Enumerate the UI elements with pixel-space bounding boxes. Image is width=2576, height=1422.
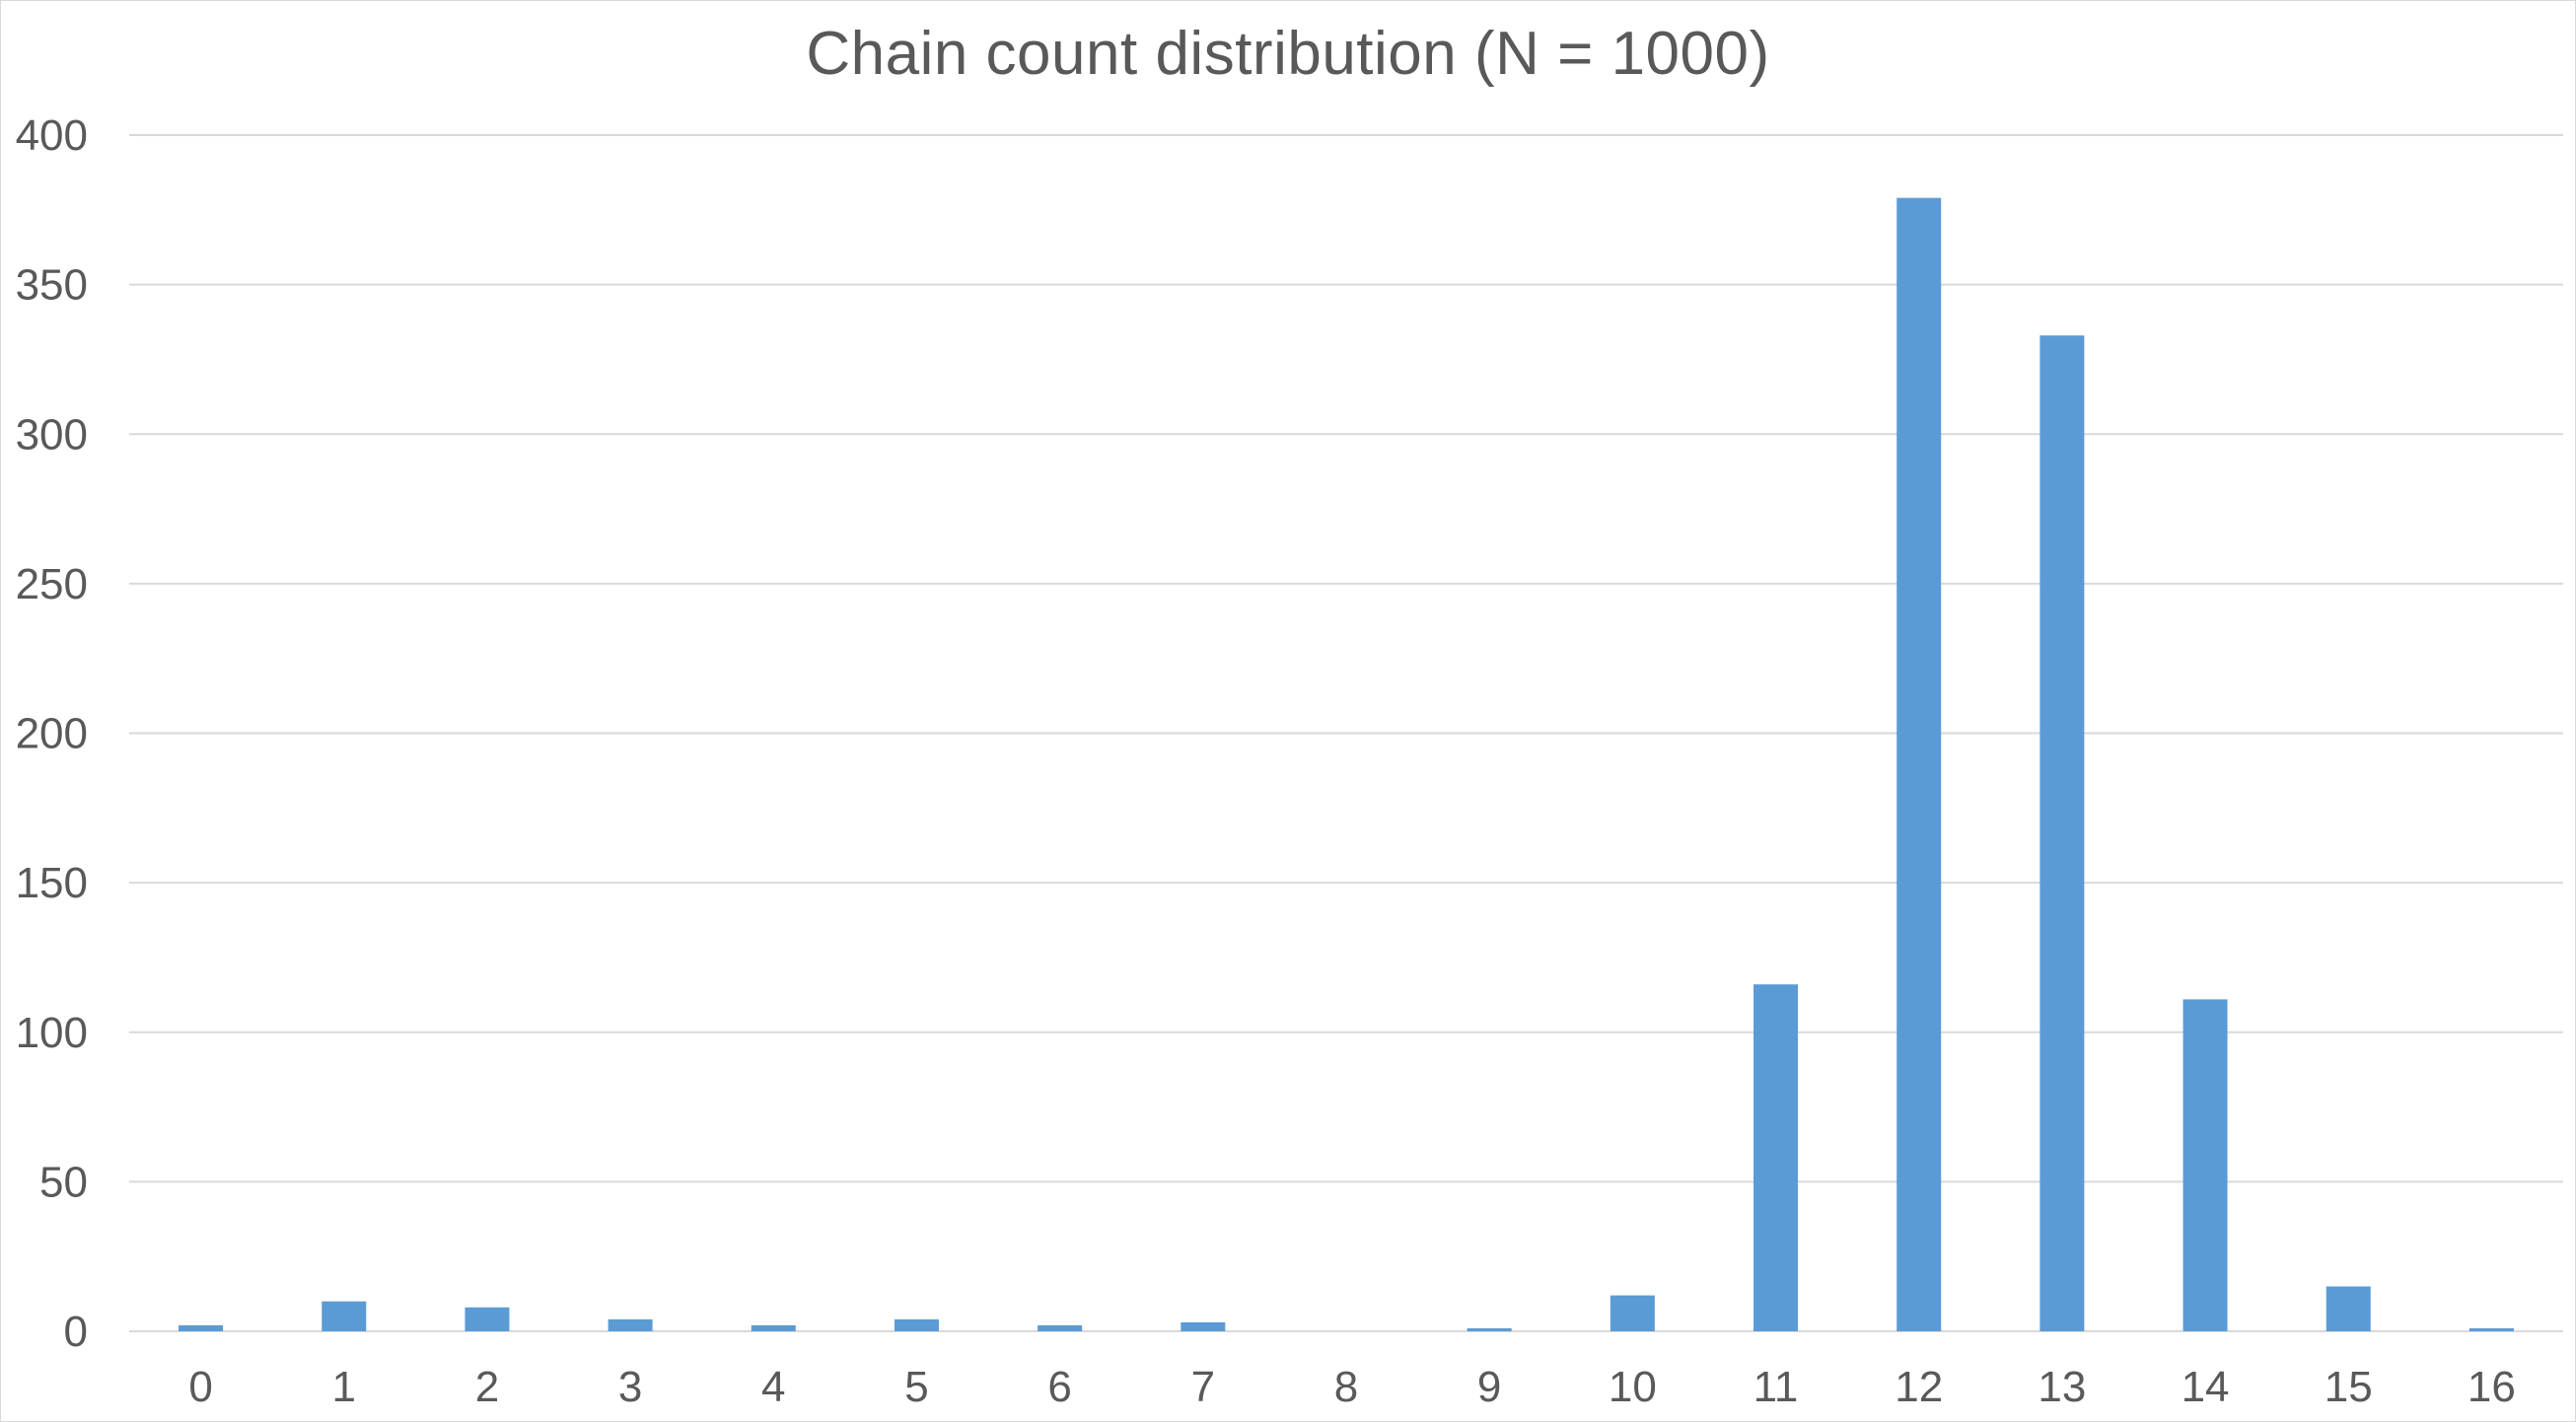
x-tick-label: 2 <box>475 1363 499 1411</box>
bar <box>1753 984 1799 1331</box>
y-tick-label: 300 <box>16 410 88 459</box>
x-tick-label: 8 <box>1334 1363 1358 1411</box>
chart-title: Chain count distribution (N = 1000) <box>806 20 1770 88</box>
x-tick-label: 15 <box>2325 1363 2373 1411</box>
gridlines <box>129 134 2563 1183</box>
y-tick-label: 400 <box>16 111 88 160</box>
x-tick-labels: 0 1 2 3 4 5 6 7 8 9 10 11 12 13 14 15 16 <box>188 1363 2516 1411</box>
bar <box>179 1324 224 1331</box>
bar <box>465 1307 510 1331</box>
y-tick-label: 0 <box>64 1308 88 1356</box>
bar <box>1896 197 1942 1331</box>
bar <box>608 1318 653 1331</box>
x-tick-label: 3 <box>618 1363 642 1411</box>
bar <box>751 1324 796 1331</box>
bars <box>179 197 2514 1331</box>
x-tick-label: 6 <box>1047 1363 1071 1411</box>
x-tick-label: 4 <box>761 1363 785 1411</box>
y-tick-label: 100 <box>16 1009 88 1057</box>
bar <box>1610 1295 1655 1331</box>
x-tick-label: 16 <box>2468 1363 2516 1411</box>
y-tick-label: 150 <box>16 859 88 907</box>
x-tick-label: 10 <box>1609 1363 1657 1411</box>
bar <box>2039 335 2085 1331</box>
bar <box>894 1318 939 1331</box>
bar <box>1038 1324 1083 1331</box>
bar <box>2469 1327 2514 1331</box>
x-tick-label: 14 <box>2182 1363 2230 1411</box>
y-tick-label: 250 <box>16 560 88 608</box>
x-tick-label: 1 <box>332 1363 356 1411</box>
bar <box>322 1301 367 1331</box>
x-tick-label: 11 <box>1753 1363 1799 1411</box>
y-tick-labels: 0 50 100 150 200 250 300 350 400 <box>16 111 88 1356</box>
x-tick-label: 7 <box>1191 1363 1215 1411</box>
y-tick-label: 50 <box>39 1158 88 1206</box>
bar <box>2326 1286 2371 1331</box>
y-tick-label: 350 <box>16 261 88 310</box>
x-tick-label: 13 <box>2038 1363 2086 1411</box>
x-tick-label: 9 <box>1477 1363 1501 1411</box>
bar <box>2182 999 2228 1331</box>
x-tick-label: 5 <box>904 1363 928 1411</box>
bar <box>1467 1327 1512 1331</box>
y-tick-label: 200 <box>16 710 88 758</box>
bar <box>1181 1321 1226 1331</box>
x-tick-label: 12 <box>1895 1363 1943 1411</box>
x-tick-label: 0 <box>188 1363 212 1411</box>
